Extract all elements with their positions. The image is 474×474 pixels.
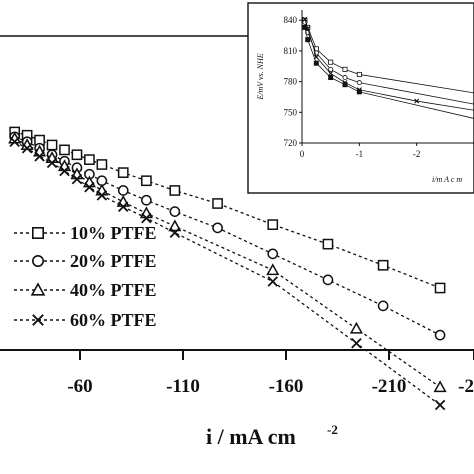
inset-point-s3-7 bbox=[414, 98, 420, 104]
data-point-s4-8 bbox=[96, 190, 108, 201]
x-axis-label: i / mA cm bbox=[206, 424, 296, 449]
inset-frame bbox=[247, 2, 474, 194]
legend-label-3: 40% PTFE bbox=[70, 280, 157, 300]
legend: 10% PTFE 20% PTFE 40% PTFE 60% PTFE bbox=[14, 223, 157, 330]
data-point-s3-7 bbox=[82, 175, 96, 188]
main-plot bbox=[0, 35, 447, 411]
data-point-s1-5 bbox=[59, 144, 70, 156]
series-line-1 bbox=[14, 131, 441, 289]
data-point-s4-2 bbox=[21, 143, 33, 154]
data-point-s1-4 bbox=[46, 139, 58, 151]
data-point-s1-14 bbox=[322, 238, 334, 250]
legend-label-1: 10% PTFE bbox=[70, 223, 157, 243]
data-point-s1-15 bbox=[377, 259, 389, 271]
data-point-s1-7 bbox=[84, 154, 95, 165]
legend-marker-1 bbox=[31, 227, 44, 240]
data-point-s2-14 bbox=[322, 274, 334, 286]
data-point-s3-11 bbox=[168, 219, 182, 232]
legend-marker-2 bbox=[31, 255, 44, 268]
inset-y-tick-label: 840 bbox=[284, 15, 298, 25]
inset-point-s1-6 bbox=[356, 71, 362, 77]
inset-series-line-3 bbox=[304, 19, 474, 111]
inset-x-tick-label: -1 bbox=[356, 149, 364, 159]
legend-marker-4 bbox=[32, 314, 44, 326]
data-point-s3-10 bbox=[139, 206, 153, 219]
data-point-s1-11 bbox=[169, 185, 181, 196]
inset-point-s3-4 bbox=[328, 70, 334, 76]
data-point-s1-13 bbox=[267, 219, 279, 230]
x-tick-label: -110 bbox=[166, 376, 200, 397]
inset-plot: 720 750 780 810 840 0 -1 -2 E/mV vs. NHE i/m A c … bbox=[247, 2, 474, 194]
inset-point-s4-2 bbox=[305, 37, 311, 43]
inset-x-axis-label: i/m A c m bbox=[432, 175, 462, 184]
legend-label-4: 60% PTFE bbox=[70, 310, 157, 330]
data-point-s1-8 bbox=[96, 159, 108, 170]
data-point-s1-10 bbox=[141, 175, 152, 187]
data-point-s4-3 bbox=[34, 151, 45, 162]
inset-point-s4-1 bbox=[302, 24, 308, 30]
data-point-s4-7 bbox=[84, 182, 95, 193]
data-point-s2-9 bbox=[117, 185, 129, 196]
inset-y-tick-label: 720 bbox=[284, 138, 298, 148]
data-point-s3-14 bbox=[433, 380, 447, 393]
inset-y-tick-label: 810 bbox=[284, 46, 298, 56]
data-point-s2-13 bbox=[267, 248, 279, 260]
x-tick-label: -160 bbox=[269, 376, 304, 397]
x-axis-label-superscript: -2 bbox=[327, 422, 338, 437]
data-point-s4-10 bbox=[141, 212, 152, 224]
data-point-s4-4 bbox=[46, 157, 58, 169]
legend-label-2: 20% PTFE bbox=[70, 251, 157, 271]
data-point-s4-14 bbox=[434, 399, 446, 411]
inset-x-tick-label: -2 bbox=[413, 149, 421, 159]
inset-point-s4-6 bbox=[356, 89, 362, 95]
data-point-s1-9 bbox=[117, 167, 129, 178]
data-point-s4-12 bbox=[267, 276, 278, 287]
data-point-s3-12 bbox=[266, 263, 280, 276]
inset-y-axis-label: E/mV vs. NHE bbox=[256, 53, 265, 100]
data-point-s4-13 bbox=[351, 338, 362, 349]
inset-point-s4-5 bbox=[342, 82, 348, 88]
data-point-s1-16 bbox=[434, 282, 446, 294]
x-tick-label: -2 bbox=[458, 376, 474, 397]
inset-point-s1-5 bbox=[342, 66, 348, 72]
data-point-s4-11 bbox=[169, 227, 181, 238]
data-point-s4-6 bbox=[71, 173, 83, 185]
inset-point-s1-4 bbox=[328, 59, 334, 65]
x-tick-label: -60 bbox=[67, 376, 92, 397]
inset-y-tick-label: 750 bbox=[284, 107, 298, 117]
data-point-s2-11 bbox=[169, 206, 181, 217]
data-point-s2-15 bbox=[377, 300, 389, 312]
data-point-s3-13 bbox=[349, 321, 363, 334]
x-axis: -60 -110 -160 -210 -2 i / mA cm -2 bbox=[0, 349, 474, 449]
data-point-s1-6 bbox=[71, 149, 83, 161]
inset-point-s2-5 bbox=[342, 75, 348, 81]
data-point-s1-12 bbox=[212, 198, 223, 209]
data-point-s2-16 bbox=[434, 329, 446, 341]
inset-y-tick-label: 780 bbox=[284, 77, 298, 87]
data-point-s4-5 bbox=[59, 165, 70, 177]
data-point-s2-10 bbox=[141, 194, 152, 206]
inset-point-s4-4 bbox=[328, 75, 334, 81]
inset-point-s3-1 bbox=[302, 16, 308, 22]
inset-point-s4-3 bbox=[313, 60, 319, 66]
series-line-2 bbox=[14, 136, 441, 336]
inset-point-s2-6 bbox=[356, 80, 362, 86]
x-tick-label: -210 bbox=[372, 376, 407, 397]
data-point-s4-9 bbox=[118, 201, 129, 212]
inset-point-s2-4 bbox=[328, 66, 334, 72]
inset-x-tick-label: 0 bbox=[300, 149, 305, 159]
legend-marker-3 bbox=[30, 282, 46, 296]
data-point-s2-12 bbox=[212, 222, 223, 234]
data-point-s4-1 bbox=[9, 136, 20, 147]
